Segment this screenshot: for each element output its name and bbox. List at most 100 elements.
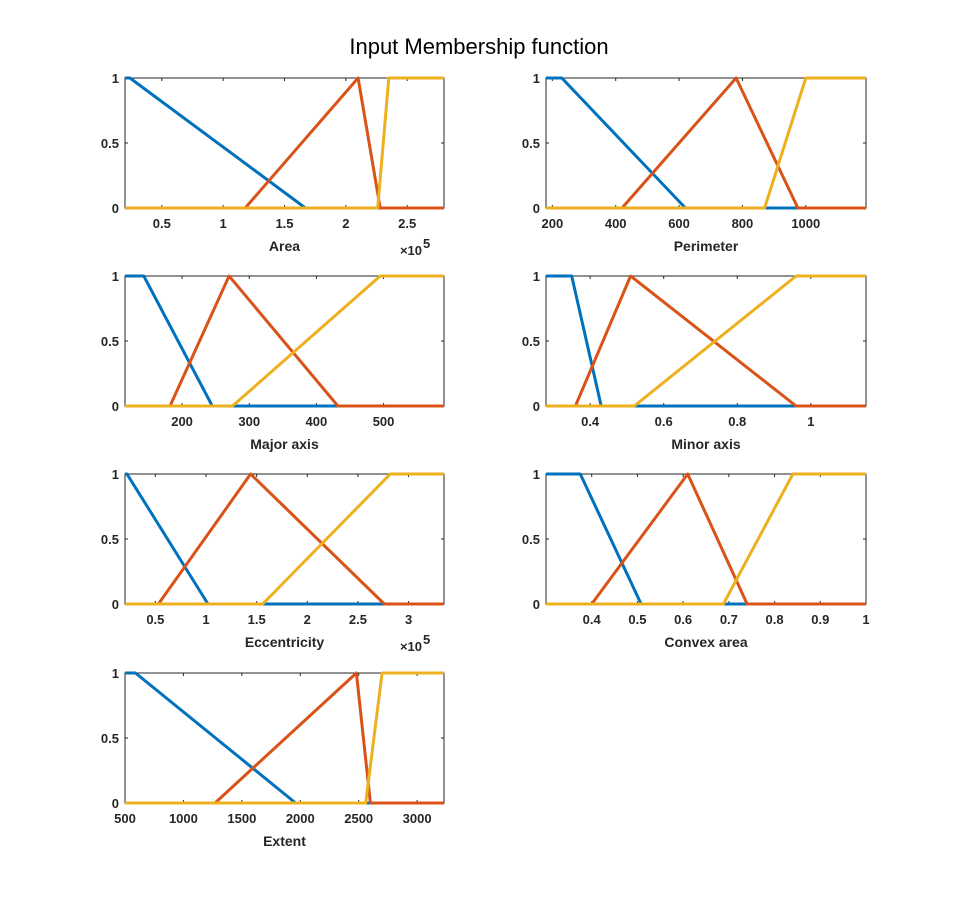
x-tick-label: 3 xyxy=(405,612,412,627)
series-group xyxy=(546,274,866,408)
x-axis-label: Area xyxy=(269,238,300,254)
x-axis-label: Convex area xyxy=(664,634,747,650)
mf-line-1 xyxy=(125,274,444,408)
x-tick-label: 500 xyxy=(114,811,136,826)
mf-line-3 xyxy=(546,76,866,210)
subplot-2: 200 400 600 800 1000 0 0.5 1 Perimeter xyxy=(522,71,867,254)
x-tick-label: 2 xyxy=(304,612,311,627)
y-tick-label: 0 xyxy=(112,399,119,414)
y-tick-label: 0.5 xyxy=(101,136,119,151)
y-tick-label: 0.5 xyxy=(522,136,540,151)
mf-line-3 xyxy=(546,472,866,606)
y-tick-label: 0 xyxy=(112,796,119,811)
x-tick-label: 1.5 xyxy=(275,216,293,231)
x-axis-exponent: 5 xyxy=(423,236,430,251)
subplot-7: 500 1000 1500 2000 2500 3000 0 0.5 1 Extent xyxy=(101,666,445,849)
y-tick-label: 0 xyxy=(533,597,540,612)
subplot-4: 0.4 0.6 0.8 1 0 0.5 1 Minor axis xyxy=(522,269,867,452)
x-tick-label: 400 xyxy=(306,414,328,429)
x-axis-exponent: 5 xyxy=(423,632,430,647)
x-tick-label: 0.7 xyxy=(720,612,738,627)
axes-box xyxy=(545,275,867,407)
x-axis-label: Major axis xyxy=(250,436,319,452)
axes-box xyxy=(124,77,445,209)
series-group xyxy=(546,472,866,606)
series-group xyxy=(125,274,444,408)
y-tick-label: 1 xyxy=(112,666,119,681)
x-tick-label: 0.4 xyxy=(581,414,600,429)
y-tick-label: 1 xyxy=(533,269,540,284)
y-tick-label: 0.5 xyxy=(101,532,119,547)
x-tick-label: 0.8 xyxy=(766,612,784,627)
x-tick-label: 2500 xyxy=(344,811,373,826)
x-tick-label: 1000 xyxy=(169,811,198,826)
y-tick-label: 0.5 xyxy=(522,334,540,349)
x-tick-label: 1 xyxy=(202,612,209,627)
x-tick-label: 1 xyxy=(862,612,869,627)
x-tick-label: 1 xyxy=(220,216,227,231)
axes-box xyxy=(545,473,867,605)
y-tick-label: 1 xyxy=(112,467,119,482)
series-group xyxy=(546,76,866,210)
y-tick-label: 0.5 xyxy=(101,334,119,349)
y-tick-label: 1 xyxy=(533,467,540,482)
y-tick-label: 0 xyxy=(533,201,540,216)
x-tick-label: 0.6 xyxy=(674,612,692,627)
x-tick-label: 0.8 xyxy=(728,414,746,429)
x-tick-label: 1000 xyxy=(791,216,820,231)
y-tick-label: 0.5 xyxy=(101,731,119,746)
axes-box xyxy=(545,77,867,209)
x-tick-label: 1.5 xyxy=(248,612,266,627)
x-tick-label: 2.5 xyxy=(349,612,367,627)
mf-line-3 xyxy=(546,274,866,408)
y-tick-label: 0 xyxy=(112,201,119,216)
x-tick-label: 800 xyxy=(732,216,754,231)
x-tick-label: 2000 xyxy=(286,811,315,826)
x-tick-label: 0.4 xyxy=(583,612,602,627)
x-axis-multiplier: ×10 xyxy=(400,639,422,654)
y-tick-label: 1 xyxy=(533,71,540,86)
x-axis-label: Minor axis xyxy=(671,436,740,452)
x-tick-label: 1500 xyxy=(227,811,256,826)
mf-line-3 xyxy=(125,671,444,805)
x-tick-label: 0.6 xyxy=(655,414,673,429)
y-tick-label: 1 xyxy=(112,71,119,86)
x-axis-label: Perimeter xyxy=(674,238,739,254)
x-tick-label: 3000 xyxy=(403,811,432,826)
subplot-3: 200 300 400 500 0 0.5 1 Major axis xyxy=(101,269,445,452)
mf-line-1 xyxy=(125,472,444,606)
x-tick-label: 500 xyxy=(373,414,395,429)
subplot-5: 0.5 1 1.5 2 2.5 3 0 0.5 1 Eccentricity ×10 5 xyxy=(101,467,445,654)
x-tick-label: 0.5 xyxy=(153,216,171,231)
x-tick-label: 200 xyxy=(541,216,563,231)
x-tick-label: 0.5 xyxy=(146,612,164,627)
figure-title: Input Membership function xyxy=(349,34,608,59)
x-tick-label: 2.5 xyxy=(398,216,416,231)
mf-line-3 xyxy=(125,472,444,606)
subplot-6: 0.4 0.5 0.6 0.7 0.8 0.9 1 0 0.5 1 Convex area xyxy=(522,467,870,650)
y-tick-label: 1 xyxy=(112,269,119,284)
x-tick-label: 200 xyxy=(171,414,193,429)
series-group xyxy=(125,671,444,805)
x-tick-label: 400 xyxy=(605,216,627,231)
mf-line-3 xyxy=(125,274,444,408)
subplot-1: 0.5 1 1.5 2 2.5 0 0.5 1 Area ×10 5 xyxy=(101,71,445,258)
x-tick-label: 2 xyxy=(342,216,349,231)
x-axis-label: Extent xyxy=(263,833,306,849)
x-axis-multiplier: ×10 xyxy=(400,243,422,258)
mf-line-1 xyxy=(546,76,866,210)
series-group xyxy=(125,76,444,210)
series-group xyxy=(125,472,444,606)
y-tick-label: 0.5 xyxy=(522,532,540,547)
y-tick-label: 0 xyxy=(533,399,540,414)
mf-line-1 xyxy=(546,274,866,408)
x-tick-label: 600 xyxy=(668,216,690,231)
mf-line-3 xyxy=(125,76,444,210)
x-tick-label: 0.5 xyxy=(628,612,646,627)
x-axis-label: Eccentricity xyxy=(245,634,325,650)
x-tick-label: 1 xyxy=(807,414,814,429)
x-tick-label: 300 xyxy=(238,414,260,429)
y-tick-label: 0 xyxy=(112,597,119,612)
